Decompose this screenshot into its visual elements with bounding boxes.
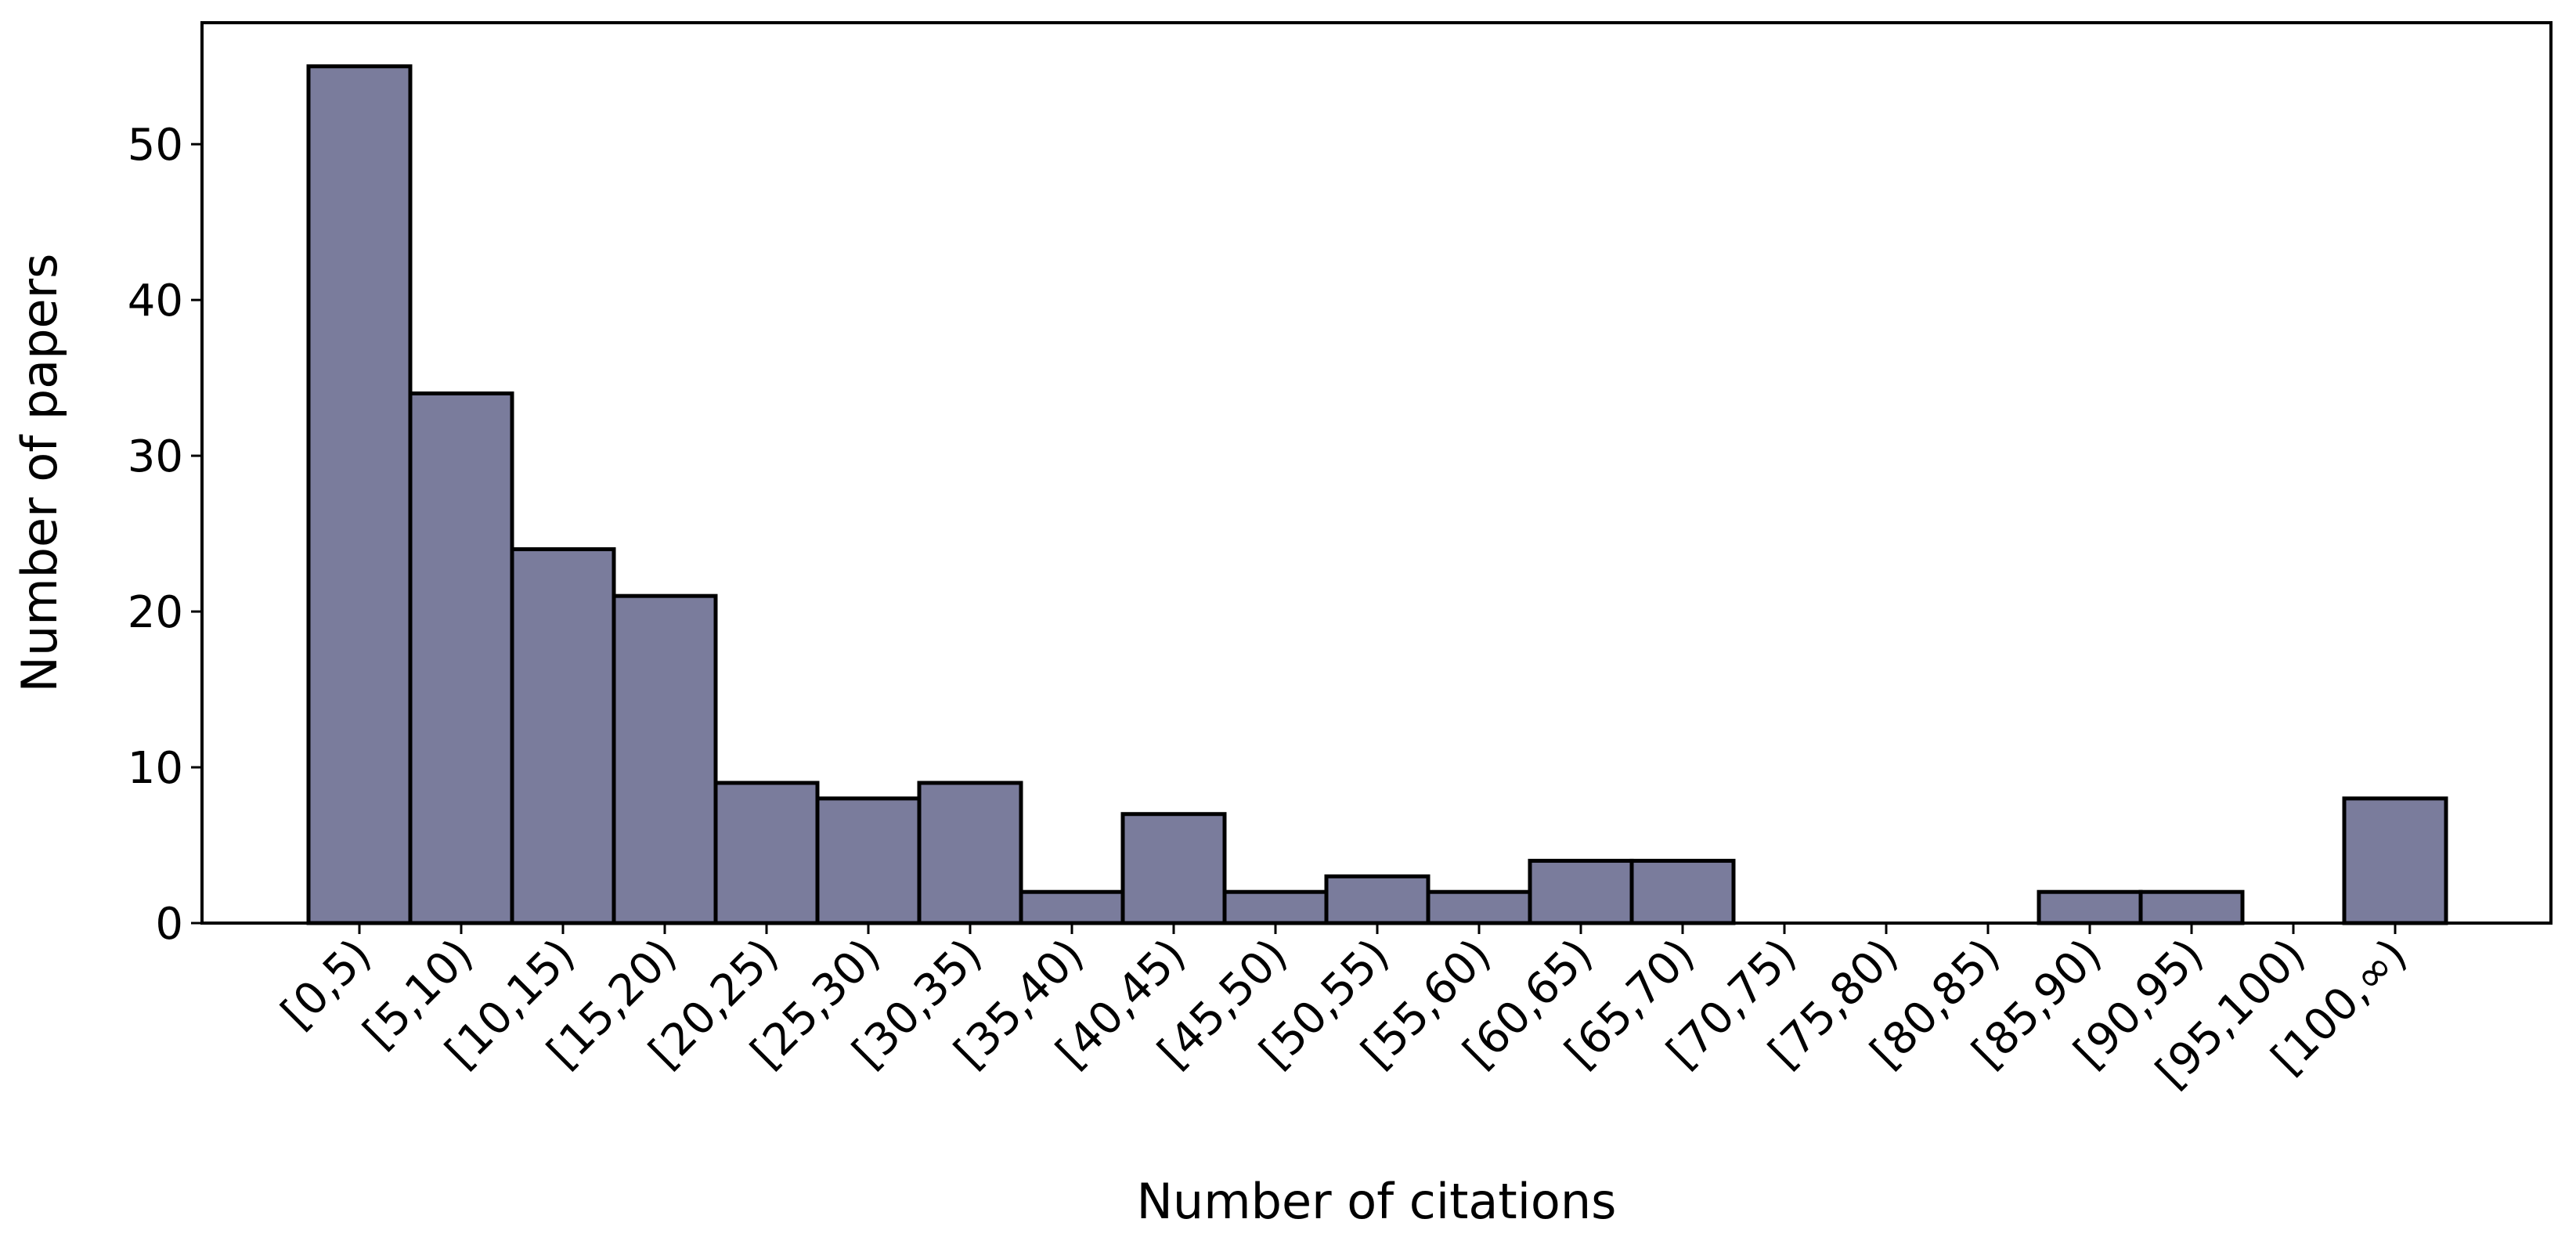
x-axis-label: Number of citations <box>1137 1173 1617 1230</box>
y-tick-label: 40 <box>128 276 183 326</box>
y-axis-label: Number of papers <box>11 254 68 693</box>
y-tick-label: 30 <box>128 431 183 482</box>
bar <box>1120 812 1227 925</box>
y-tick-label: 0 <box>155 899 183 950</box>
bar <box>713 781 820 925</box>
bar <box>612 593 718 925</box>
bar <box>2342 796 2448 925</box>
bar <box>917 781 1023 925</box>
bar <box>2138 889 2245 925</box>
bar <box>408 391 514 925</box>
bar <box>1629 858 1736 925</box>
bar <box>2037 889 2143 925</box>
y-tick-label: 20 <box>128 587 183 638</box>
y-tick-label: 50 <box>128 120 183 171</box>
bar <box>306 64 413 925</box>
bar <box>1324 874 1431 925</box>
bar <box>1426 889 1532 925</box>
bar <box>510 546 616 925</box>
bar <box>1222 889 1329 925</box>
bar <box>1528 858 1634 925</box>
y-tick-label: 10 <box>128 743 183 794</box>
bar <box>1019 889 1125 925</box>
bar <box>815 796 922 925</box>
